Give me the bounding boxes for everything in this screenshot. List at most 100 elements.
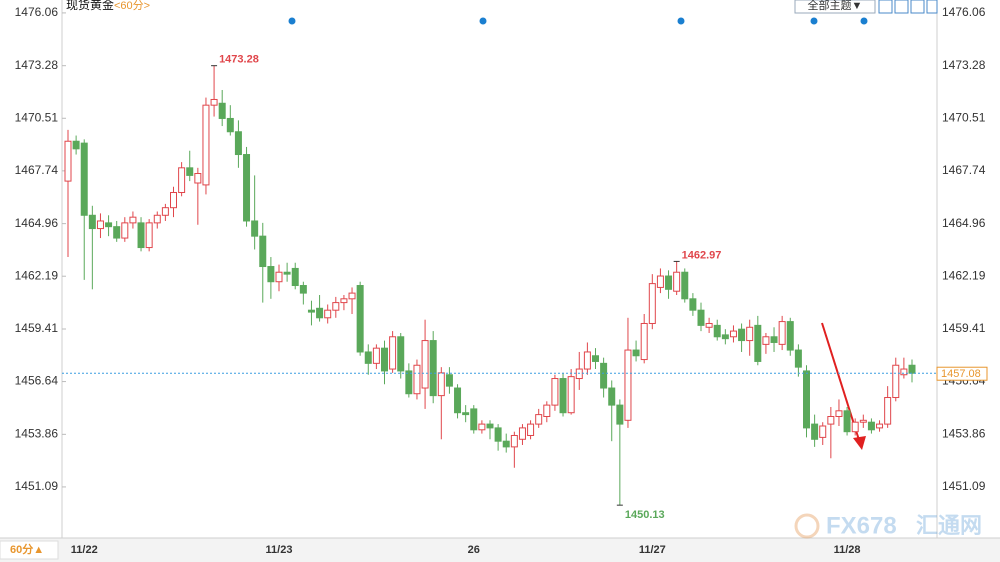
candle-body bbox=[413, 364, 421, 395]
candle-body bbox=[713, 324, 721, 338]
candle-body bbox=[340, 298, 348, 304]
candle-body bbox=[592, 355, 599, 362]
candle-body bbox=[113, 226, 121, 239]
candle-body bbox=[202, 104, 210, 186]
candle-body bbox=[600, 362, 608, 389]
trend-arrow bbox=[821, 322, 866, 450]
candle-body bbox=[551, 378, 559, 406]
candle-body bbox=[535, 414, 543, 425]
candle-body bbox=[778, 321, 786, 345]
candle-body bbox=[859, 419, 867, 423]
theme-button-label[interactable]: 全部主题▼ bbox=[808, 0, 863, 12]
x-tick-label: 11/23 bbox=[266, 544, 293, 556]
y-tick-label-right: 1459.41 bbox=[942, 321, 986, 335]
y-tick-label: 1459.41 bbox=[15, 321, 59, 335]
candle-body bbox=[307, 309, 315, 313]
candle-body bbox=[389, 336, 397, 370]
candle-body bbox=[64, 140, 72, 182]
candle-body bbox=[786, 321, 794, 351]
candle-body bbox=[381, 347, 388, 372]
chart-subtitle: <60分> bbox=[114, 0, 150, 12]
candle-body bbox=[486, 423, 494, 429]
candle-body bbox=[738, 328, 746, 342]
candle-body bbox=[843, 410, 851, 433]
period-button[interactable] bbox=[0, 540, 59, 560]
y-tick-label-right: 1464.96 bbox=[942, 216, 986, 230]
candle-body bbox=[137, 222, 145, 249]
candle-body bbox=[96, 220, 104, 230]
candle-body bbox=[502, 440, 510, 448]
candle-body bbox=[437, 372, 445, 397]
candle-body bbox=[194, 173, 202, 184]
x-tick-label: 11/27 bbox=[639, 544, 666, 556]
y-tick-label: 1467.74 bbox=[15, 163, 59, 177]
candle-body bbox=[210, 98, 218, 106]
candle-body bbox=[226, 117, 234, 133]
watermark-text: FX678 bbox=[826, 512, 897, 539]
candle-body bbox=[421, 340, 429, 389]
x-tick-label: 26 bbox=[468, 544, 480, 556]
candle-body bbox=[251, 220, 259, 237]
period-button-label[interactable]: 60分▲ bbox=[10, 542, 44, 556]
y-tick-label-right: 1470.51 bbox=[942, 110, 986, 124]
candle-body bbox=[494, 427, 502, 442]
candle-body bbox=[827, 416, 835, 425]
candle-body bbox=[900, 368, 908, 376]
candle-body bbox=[332, 302, 340, 311]
candle-body bbox=[478, 423, 486, 431]
extreme-label: 1462.97 bbox=[682, 249, 722, 261]
candle-body bbox=[267, 266, 275, 283]
candle-body bbox=[689, 298, 697, 311]
candle-body bbox=[819, 425, 827, 438]
candle-body bbox=[234, 131, 242, 156]
candle-body bbox=[316, 307, 324, 319]
candle-body bbox=[129, 216, 137, 224]
toolbar-icons[interactable] bbox=[878, 0, 938, 14]
candle-body bbox=[608, 387, 616, 406]
y-tick-label: 1464.96 bbox=[15, 216, 59, 230]
candle-body bbox=[80, 142, 88, 216]
candle-body bbox=[770, 336, 778, 343]
y-tick-label: 1462.19 bbox=[15, 268, 59, 282]
extreme-label: 1473.28 bbox=[219, 54, 259, 66]
y-tick-label-right: 1473.28 bbox=[942, 58, 986, 72]
candle-body bbox=[218, 102, 226, 119]
candle-body bbox=[705, 322, 713, 328]
candle-body bbox=[746, 326, 754, 342]
candle-body bbox=[324, 309, 332, 319]
candle-body bbox=[867, 421, 875, 431]
candle-body bbox=[721, 334, 729, 340]
candle-body bbox=[673, 271, 681, 292]
last-price-label: 1457.08 bbox=[941, 368, 981, 380]
candle-body bbox=[697, 309, 705, 326]
candle-body bbox=[811, 423, 819, 440]
candle-body bbox=[681, 271, 689, 300]
candle-body bbox=[161, 207, 169, 216]
candle-body bbox=[884, 397, 892, 425]
candle-body bbox=[364, 351, 372, 364]
candle-body bbox=[170, 191, 177, 209]
candle-body bbox=[275, 271, 283, 283]
candle-body bbox=[470, 408, 478, 431]
x-axis-bar bbox=[0, 538, 1000, 562]
candle-body bbox=[648, 283, 656, 324]
theme-button[interactable] bbox=[794, 0, 876, 14]
candle-body bbox=[575, 368, 583, 380]
candle-body bbox=[527, 423, 535, 436]
extreme-label: 1450.13 bbox=[625, 509, 665, 521]
candle-body bbox=[145, 222, 153, 249]
candle-body bbox=[348, 292, 356, 300]
candle-body bbox=[429, 340, 437, 397]
y-tick-label: 1456.64 bbox=[15, 374, 59, 388]
candle-body bbox=[624, 349, 632, 421]
event-markers bbox=[288, 17, 868, 25]
candle-body bbox=[892, 364, 900, 399]
candle-body bbox=[72, 140, 80, 150]
watermark-text-cn: 汇通网 bbox=[916, 513, 982, 538]
candle-body bbox=[794, 349, 802, 368]
candle-body bbox=[803, 370, 810, 429]
candle-body bbox=[105, 222, 113, 228]
candle-body bbox=[283, 271, 291, 275]
candle-body bbox=[851, 421, 859, 433]
candle-body bbox=[616, 404, 624, 425]
